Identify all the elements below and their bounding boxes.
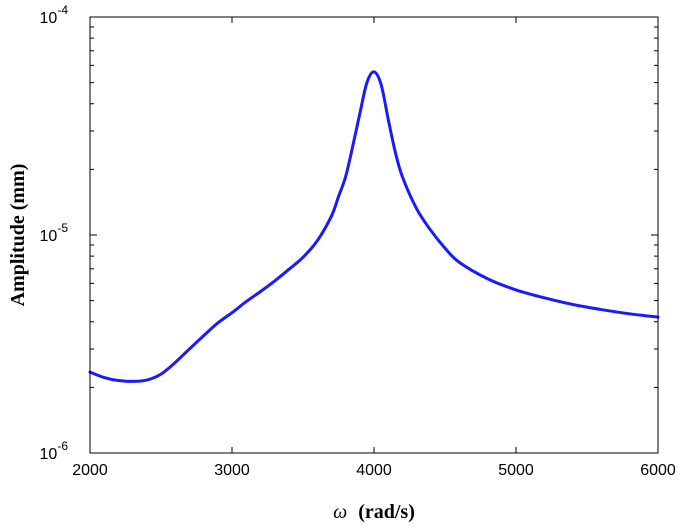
- x-tick-labels: 2000 3000 4000 5000 6000: [72, 462, 676, 479]
- plot-area: [90, 17, 658, 453]
- series-group: [88, 70, 660, 383]
- y-axis-title: Amplitude (mm): [7, 164, 29, 307]
- x-tick-label: 2000: [72, 462, 108, 479]
- x-tick-label: 3000: [214, 462, 250, 479]
- x-tick-label: 6000: [640, 462, 676, 479]
- x-axis-unit: (rad/s): [358, 501, 415, 523]
- y-tick-label: 10-4: [40, 3, 69, 27]
- x-axis-title: ω (rad/s): [333, 501, 415, 523]
- x-axis-symbol: ω: [333, 501, 347, 523]
- y-tick-labels: 10-6 10-5 10-4: [40, 3, 69, 463]
- plot-frame: [89, 16, 659, 454]
- amplitude-series-line: [88, 70, 660, 383]
- x-tick-label: 4000: [356, 462, 392, 479]
- y-tick-label: 10-5: [40, 221, 69, 245]
- y-tick-label: 10-6: [40, 439, 69, 463]
- x-tick-label: 5000: [498, 462, 534, 479]
